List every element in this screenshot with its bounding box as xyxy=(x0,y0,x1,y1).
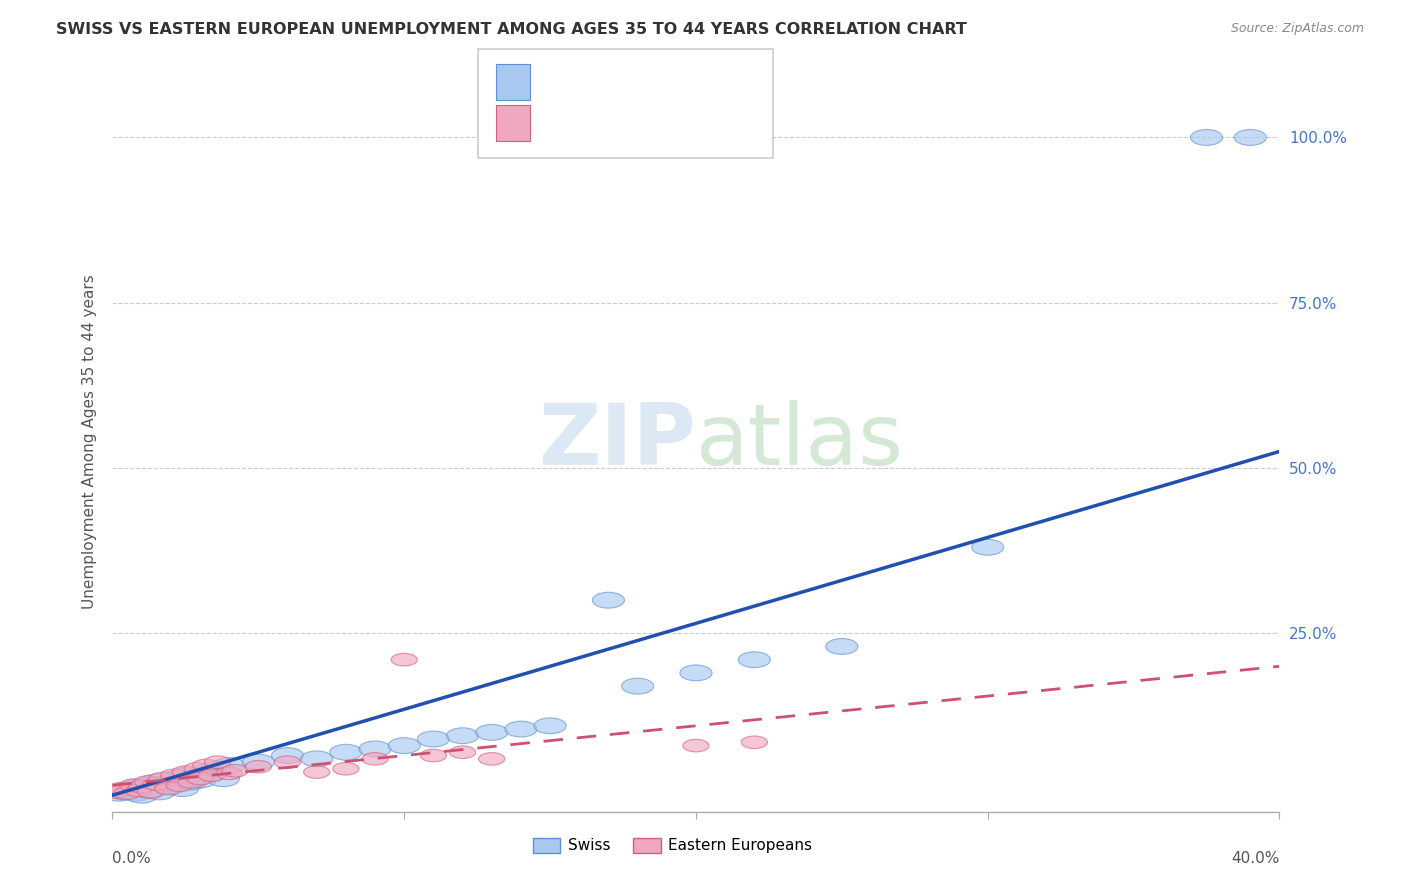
Ellipse shape xyxy=(143,778,169,790)
Ellipse shape xyxy=(214,757,245,773)
Text: 43: 43 xyxy=(686,71,710,89)
Ellipse shape xyxy=(592,592,624,608)
Text: 0.0%: 0.0% xyxy=(112,851,152,866)
Text: SWISS VS EASTERN EUROPEAN UNEMPLOYMENT AMONG AGES 35 TO 44 YEARS CORRELATION CHA: SWISS VS EASTERN EUROPEAN UNEMPLOYMENT A… xyxy=(56,22,967,37)
Ellipse shape xyxy=(143,784,176,800)
Ellipse shape xyxy=(173,765,198,779)
Ellipse shape xyxy=(122,779,155,795)
Ellipse shape xyxy=(138,786,163,798)
Text: Source: ZipAtlas.com: Source: ZipAtlas.com xyxy=(1230,22,1364,36)
Text: N =: N = xyxy=(648,112,685,130)
Ellipse shape xyxy=(149,772,176,785)
Ellipse shape xyxy=(190,764,222,780)
Ellipse shape xyxy=(120,779,146,791)
Ellipse shape xyxy=(108,782,135,795)
Ellipse shape xyxy=(242,755,274,770)
Ellipse shape xyxy=(207,771,239,787)
Ellipse shape xyxy=(450,746,475,758)
Ellipse shape xyxy=(741,736,768,748)
Ellipse shape xyxy=(738,652,770,667)
Ellipse shape xyxy=(204,756,231,768)
Ellipse shape xyxy=(271,747,304,764)
Ellipse shape xyxy=(184,763,211,775)
Text: atlas: atlas xyxy=(696,400,904,483)
Ellipse shape xyxy=(131,777,163,793)
Ellipse shape xyxy=(478,753,505,765)
Ellipse shape xyxy=(534,718,567,734)
Ellipse shape xyxy=(184,772,217,788)
Ellipse shape xyxy=(447,728,478,744)
Ellipse shape xyxy=(166,779,193,791)
Ellipse shape xyxy=(304,765,330,779)
Ellipse shape xyxy=(825,639,858,655)
Ellipse shape xyxy=(972,540,1004,555)
Ellipse shape xyxy=(195,765,228,781)
Ellipse shape xyxy=(155,779,187,795)
Ellipse shape xyxy=(160,771,193,787)
Ellipse shape xyxy=(117,780,149,797)
Ellipse shape xyxy=(1234,129,1267,145)
Ellipse shape xyxy=(160,769,187,781)
Ellipse shape xyxy=(141,774,173,790)
Ellipse shape xyxy=(361,753,388,765)
Text: 0.662: 0.662 xyxy=(579,71,631,89)
Ellipse shape xyxy=(683,739,709,752)
Legend: Swiss, Eastern Europeans: Swiss, Eastern Europeans xyxy=(527,831,818,860)
Ellipse shape xyxy=(125,788,157,803)
Ellipse shape xyxy=(391,654,418,666)
Ellipse shape xyxy=(103,786,128,798)
Y-axis label: Unemployment Among Ages 35 to 44 years: Unemployment Among Ages 35 to 44 years xyxy=(82,274,97,609)
Ellipse shape xyxy=(128,780,155,793)
Text: 33: 33 xyxy=(686,112,710,130)
Ellipse shape xyxy=(505,721,537,737)
Ellipse shape xyxy=(187,772,214,785)
Ellipse shape xyxy=(111,782,143,798)
Text: R =: R = xyxy=(541,112,578,130)
Ellipse shape xyxy=(179,770,211,785)
Ellipse shape xyxy=(418,731,450,747)
Ellipse shape xyxy=(149,776,181,792)
Ellipse shape xyxy=(125,784,152,797)
Ellipse shape xyxy=(388,738,420,754)
Ellipse shape xyxy=(193,759,219,772)
Ellipse shape xyxy=(114,787,141,799)
Ellipse shape xyxy=(135,776,160,789)
Text: 40.0%: 40.0% xyxy=(1232,851,1279,866)
Ellipse shape xyxy=(120,785,152,801)
Ellipse shape xyxy=(475,724,508,740)
Text: 0.471: 0.471 xyxy=(579,112,631,130)
Ellipse shape xyxy=(217,767,242,780)
Ellipse shape xyxy=(359,741,391,756)
Ellipse shape xyxy=(621,678,654,694)
Ellipse shape xyxy=(201,761,233,777)
Ellipse shape xyxy=(135,782,166,798)
Ellipse shape xyxy=(1191,129,1223,145)
Ellipse shape xyxy=(166,780,198,797)
Text: R =: R = xyxy=(541,71,578,89)
Ellipse shape xyxy=(420,749,447,762)
Ellipse shape xyxy=(169,767,201,783)
Ellipse shape xyxy=(301,751,333,767)
Ellipse shape xyxy=(179,776,204,789)
Ellipse shape xyxy=(108,784,141,800)
Ellipse shape xyxy=(681,665,711,681)
Ellipse shape xyxy=(333,763,359,775)
Ellipse shape xyxy=(103,785,135,801)
Ellipse shape xyxy=(245,761,271,773)
Ellipse shape xyxy=(274,756,301,768)
Ellipse shape xyxy=(176,774,207,790)
Ellipse shape xyxy=(330,744,361,760)
Ellipse shape xyxy=(198,769,225,781)
Text: ZIP: ZIP xyxy=(538,400,696,483)
Ellipse shape xyxy=(222,764,247,777)
Ellipse shape xyxy=(155,782,181,795)
Text: N =: N = xyxy=(648,71,685,89)
